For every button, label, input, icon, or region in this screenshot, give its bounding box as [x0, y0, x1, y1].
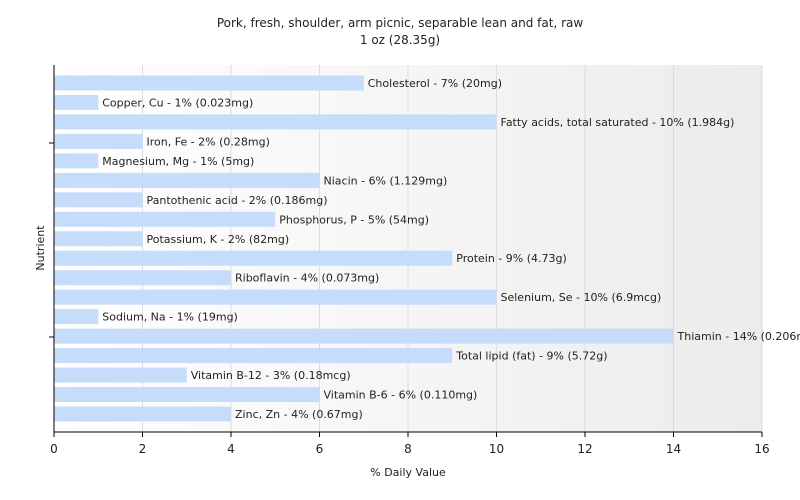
bar: [54, 387, 320, 403]
bar: [54, 211, 276, 227]
bar-label: Thiamin - 14% (0.206mg): [677, 330, 800, 343]
x-tick-label: 6: [316, 442, 324, 456]
x-tick-label: 4: [227, 442, 235, 456]
bar: [54, 153, 99, 169]
bar: [54, 114, 497, 130]
bar-label: Vitamin B-6 - 6% (0.110mg): [324, 389, 478, 402]
bar-label: Sodium, Na - 1% (19mg): [102, 311, 238, 324]
bar: [54, 133, 143, 149]
x-tick-label: 2: [139, 442, 147, 456]
chart-subtitle: 1 oz (28.35g): [360, 33, 440, 47]
bar: [54, 309, 99, 325]
bar: [54, 270, 231, 286]
x-tick-label: 14: [666, 442, 681, 456]
bar: [54, 94, 99, 110]
bar-label: Selenium, Se - 10% (6.9mcg): [501, 291, 662, 304]
bar: [54, 250, 453, 266]
bar: [54, 231, 143, 247]
bar: [54, 406, 231, 422]
x-tick-label: 16: [754, 442, 769, 456]
bar-label: Potassium, K - 2% (82mg): [147, 233, 290, 246]
bar-label: Fatty acids, total saturated - 10% (1.98…: [501, 116, 735, 129]
bar-label: Pantothenic acid - 2% (0.186mg): [147, 194, 328, 207]
chart-title: Pork, fresh, shoulder, arm picnic, separ…: [217, 16, 584, 30]
bar-label: Copper, Cu - 1% (0.023mg): [102, 96, 253, 109]
bar-label: Niacin - 6% (1.129mg): [324, 174, 448, 187]
bar-label: Riboflavin - 4% (0.073mg): [235, 272, 379, 285]
x-axis-label: % Daily Value: [370, 466, 446, 479]
bar-label: Total lipid (fat) - 9% (5.72g): [455, 350, 607, 363]
bar: [54, 75, 364, 91]
bar: [54, 192, 143, 208]
y-axis-label: Nutrient: [34, 225, 47, 271]
bar-label: Zinc, Zn - 4% (0.67mg): [235, 408, 363, 421]
x-tick-label: 10: [489, 442, 504, 456]
bar: [54, 328, 674, 344]
bar-label: Cholesterol - 7% (20mg): [368, 77, 502, 90]
bar: [54, 348, 453, 364]
bar-label: Magnesium, Mg - 1% (5mg): [102, 155, 254, 168]
bars-group: Cholesterol - 7% (20mg) Copper, Cu - 1% (…: [54, 75, 800, 422]
x-tick-label: 8: [404, 442, 412, 456]
bar: [54, 367, 187, 383]
bar-label: Vitamin B-12 - 3% (0.18mcg): [191, 369, 351, 382]
bar-label: Iron, Fe - 2% (0.28mg): [147, 135, 270, 148]
x-tick-label: 0: [50, 442, 58, 456]
bar-label: Phosphorus, P - 5% (54mg): [279, 213, 429, 226]
bar: [54, 289, 497, 305]
bar: [54, 172, 320, 188]
axes-group: 0 2 4 6 8 10 12 14 16: [49, 65, 770, 456]
bar-label: Protein - 9% (4.73g): [456, 252, 567, 265]
x-tick-label: 12: [577, 442, 592, 456]
